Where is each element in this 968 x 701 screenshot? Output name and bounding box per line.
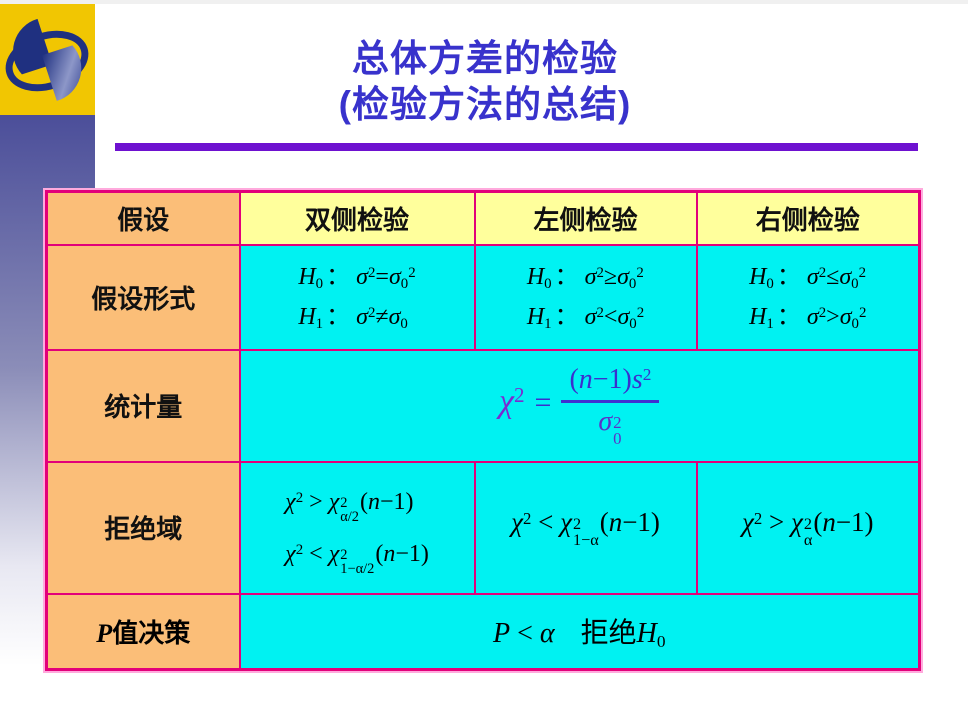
cell-left-sided-rejection: χ2 < χ 2 1−α (n−1): [473, 460, 698, 595]
formula-right-sided-h0: H0： σ2≤σ02: [749, 264, 867, 293]
title-line-1: 总体方差的检验: [352, 38, 618, 79]
p-value-decision-row: P值决策 P < α 拒绝H0: [45, 592, 921, 671]
formula-right-sided-h1: H1： σ2>σ02: [749, 304, 867, 333]
cell-left-sided-hypotheses: H0： σ2≥σ02 H1： σ2<σ02: [473, 243, 698, 351]
variance-test-summary-table: 假设 双侧检验 左侧检验 右侧检验 假设形式 H0： σ2=σ02 H1： σ2≠σ…: [45, 190, 921, 671]
formula-rejection-right-sided: χ2 > χ 2 α (n−1): [741, 507, 874, 549]
cell-chi-square-statistic: χ2 = (n−1)s2 σ 2 0: [238, 348, 921, 463]
table-header-row: 假设 双侧检验 左侧检验 右侧检验: [45, 190, 921, 246]
top-edge-strip: [0, 0, 968, 4]
cell-two-sided-rejection: χ2 > χ 2 α/2 (n−1) χ2 < χ 2 1−α/2 (n−1): [238, 460, 476, 595]
formula-p-value-rule: P < α 拒绝H0: [492, 618, 666, 652]
formula-left-sided-h1: H1： σ2<σ02: [526, 304, 645, 333]
formula-two-sided-h0: H0： σ2=σ02: [298, 264, 416, 293]
title-underline: [115, 143, 918, 151]
formula-rejection-left-sided: χ2 < χ 2 1−α (n−1): [511, 507, 660, 549]
header-cell-hypothesis: 假设: [45, 190, 241, 246]
row-label-statistic: 统计量: [45, 348, 241, 463]
statistic-row: 统计量 χ2 = (n−1)s2 σ 2 0: [45, 348, 921, 463]
publisher-logo: [0, 4, 95, 115]
row-label-rejection-region: 拒绝域: [45, 460, 241, 595]
title-line-2: (检验方法的总结): [338, 84, 632, 125]
page-title: 总体方差的检验 (检验方法的总结): [105, 36, 865, 128]
row-label-hypothesis-form: 假设形式: [45, 243, 241, 351]
formula-left-sided-h0: H0： σ2≥σ02: [526, 264, 644, 293]
rejection-region-row: 拒绝域 χ2 > χ 2 α/2 (n−1) χ2 < χ 2 1−α/2 (n−1) χ2…: [45, 460, 921, 595]
formula-rejection-two-sided-lower: χ2 < χ 2 1−α/2 (n−1): [285, 540, 429, 577]
hypothesis-form-row: 假设形式 H0： σ2=σ02 H1： σ2≠σ0 H0： σ2≥σ02 H1： σ2<…: [45, 243, 921, 351]
row-label-p-value-decision: P值决策: [45, 592, 241, 671]
formula-two-sided-h1: H1： σ2≠σ0: [298, 304, 408, 333]
header-cell-two-sided: 双侧检验: [238, 190, 476, 246]
formula-rejection-two-sided-upper: χ2 > χ 2 α/2 (n−1): [285, 488, 414, 525]
cell-right-sided-rejection: χ2 > χ 2 α (n−1): [695, 460, 921, 595]
header-cell-left-sided: 左侧检验: [473, 190, 698, 246]
cell-two-sided-hypotheses: H0： σ2=σ02 H1： σ2≠σ0: [238, 243, 476, 351]
cell-right-sided-hypotheses: H0： σ2≤σ02 H1： σ2>σ02: [695, 243, 921, 351]
formula-chi-square-statistic: χ2 = (n−1)s2 σ 2 0: [499, 364, 660, 447]
logo-swoosh-icon: [5, 18, 89, 101]
cell-p-value-rule: P < α 拒绝H0: [238, 592, 921, 671]
header-cell-right-sided: 右侧检验: [695, 190, 921, 246]
